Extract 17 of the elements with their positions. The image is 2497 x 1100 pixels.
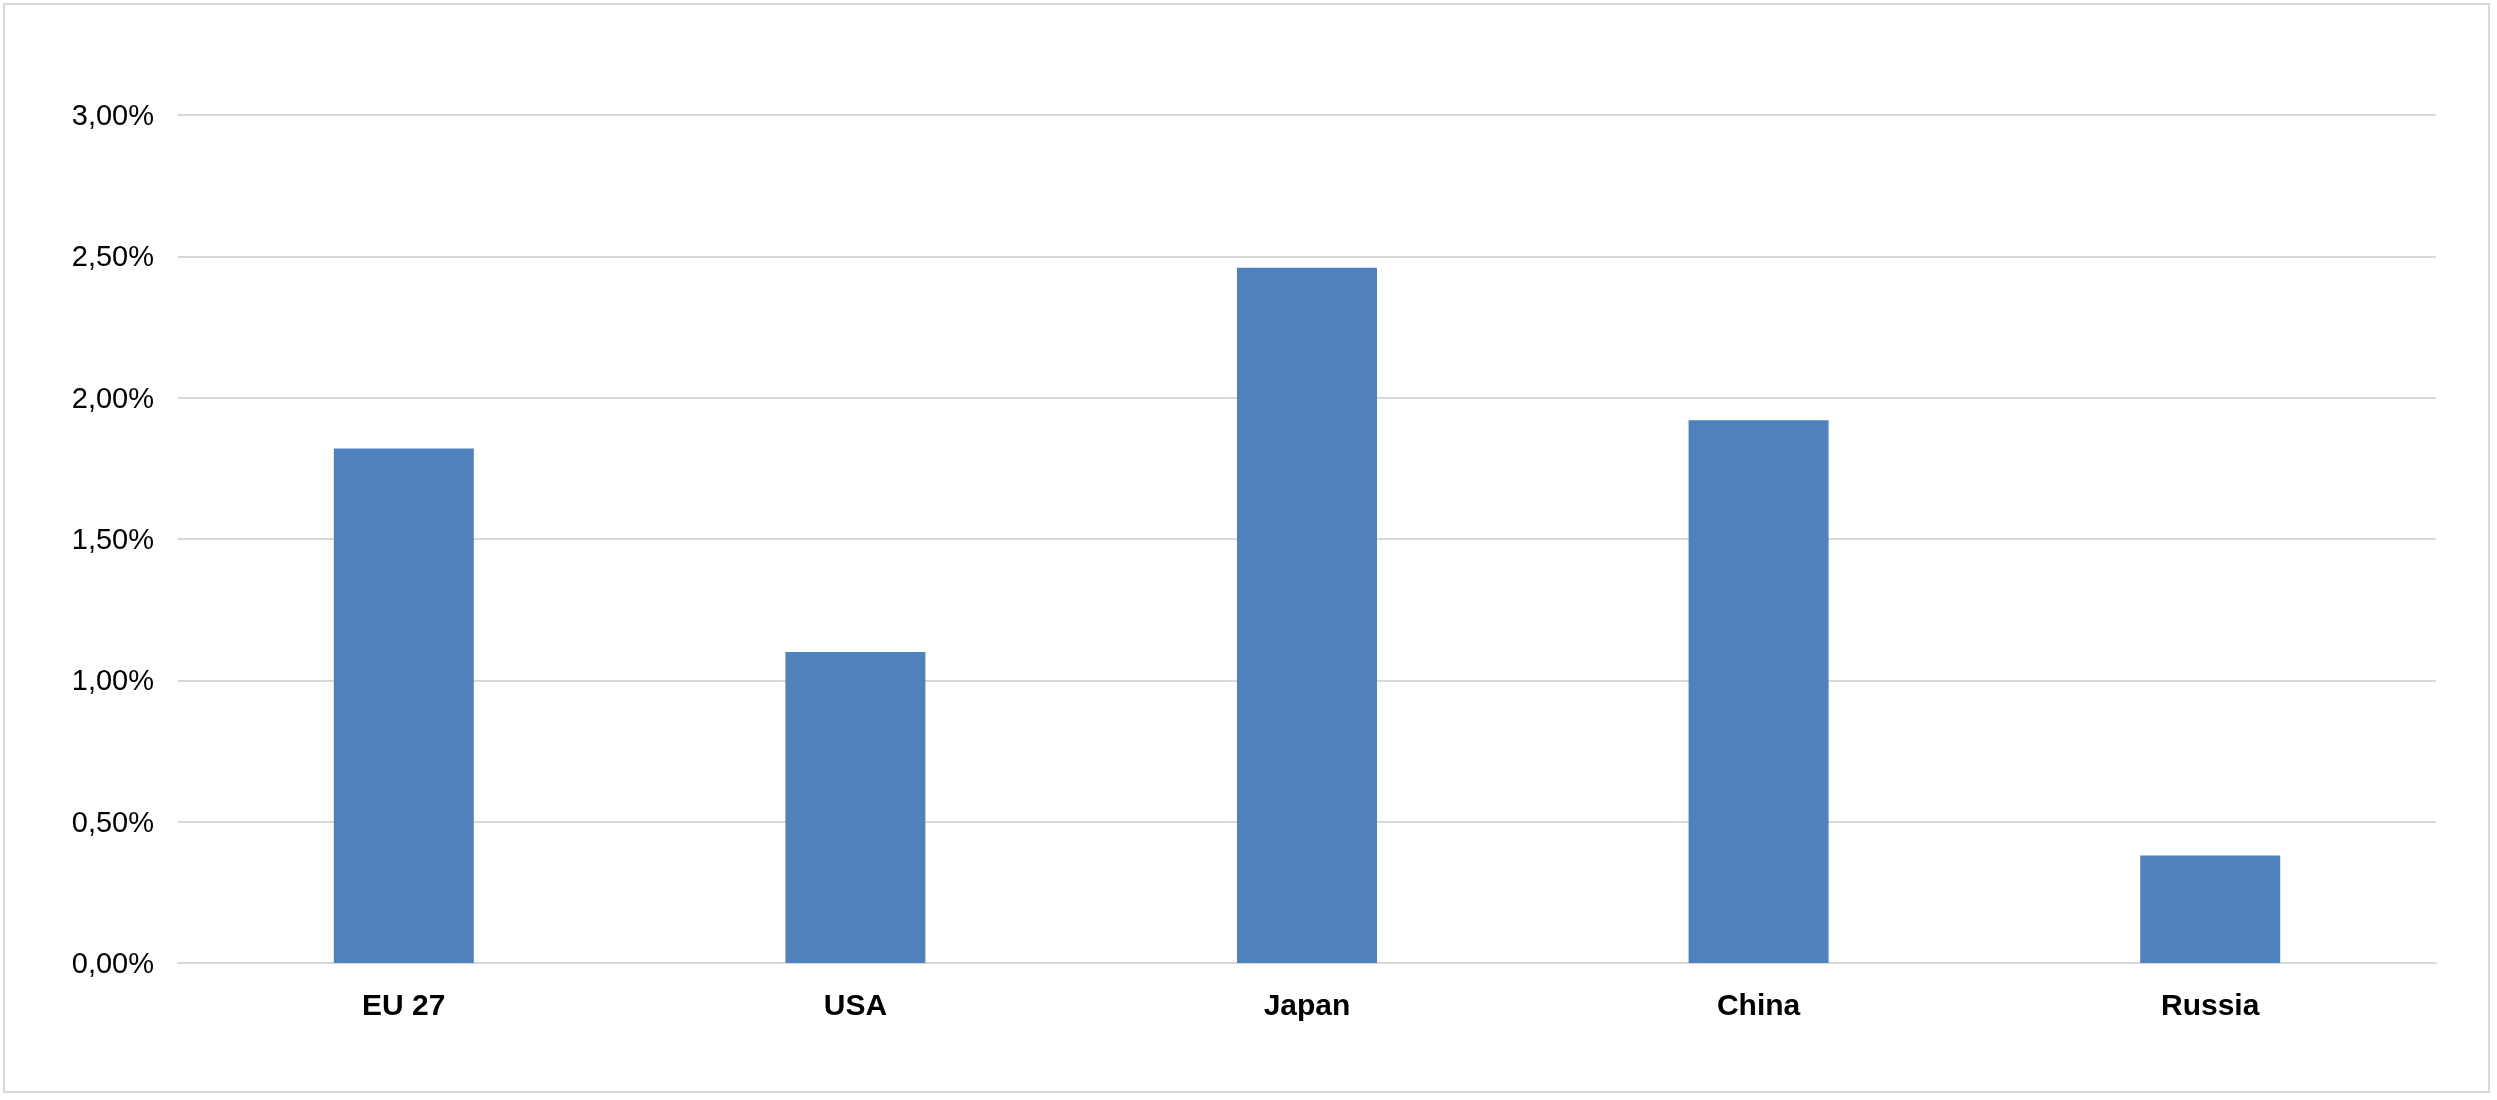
y-tick-label: 1,00% [71, 664, 154, 697]
bar [2140, 855, 2281, 963]
y-tick-label: 1,50% [71, 523, 154, 555]
x-tick-label: USA [823, 987, 888, 1021]
bar [1688, 420, 1829, 963]
y-tick-label: 2,00% [71, 381, 154, 414]
bar [785, 652, 926, 963]
x-tick-label: EU 27 [362, 987, 446, 1021]
bar [333, 448, 474, 963]
y-tick-label: 2,50% [71, 240, 154, 273]
y-tick-label: 0,50% [71, 805, 154, 838]
x-tick-label: China [1716, 987, 1801, 1021]
y-tick-label: 0,00% [71, 947, 154, 979]
y-tick-label: 3,00% [71, 99, 154, 131]
x-tick-label: Japan [1263, 987, 1351, 1021]
x-tick-label: Russia [2161, 987, 2260, 1021]
bar [1237, 267, 1377, 963]
